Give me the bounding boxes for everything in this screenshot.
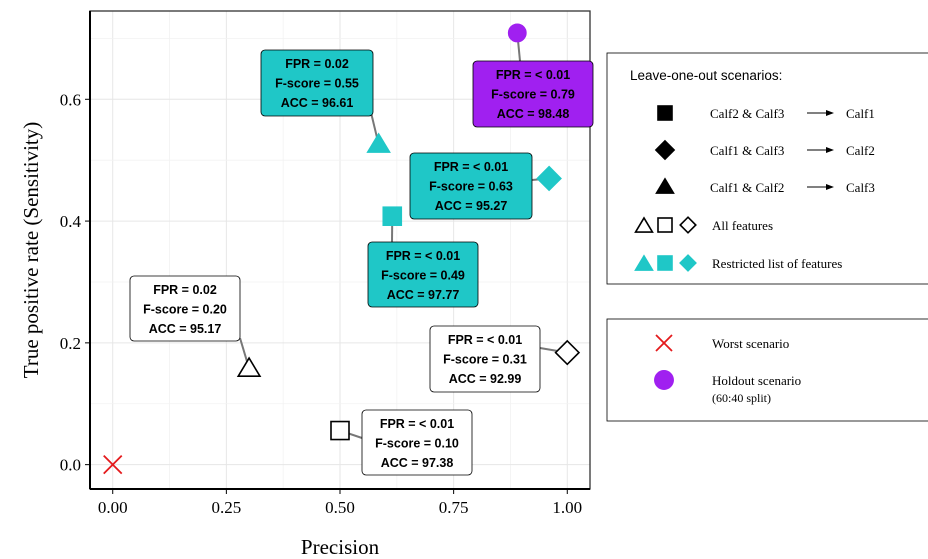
arrow-icon-head: [826, 184, 834, 190]
y-tick-label: 0.6: [60, 90, 81, 109]
label-line: ACC = 97.38: [381, 456, 454, 470]
label-box: [260, 49, 374, 117]
label-line: FPR = < 0.01: [386, 249, 460, 263]
label-line: ACC = 96.61: [281, 96, 354, 110]
legend-other-label: Worst scenario: [712, 336, 789, 351]
label-line: ACC = 95.17: [149, 322, 222, 336]
label-line: F-score = 0.10: [375, 437, 459, 451]
point-worst-stroke: [103, 455, 123, 475]
label-box: [409, 152, 533, 220]
grid: [90, 11, 590, 489]
label-box: [361, 409, 473, 476]
label-line: ACC = 92.99: [449, 372, 522, 386]
legend-feature-triangle: [634, 216, 654, 233]
legend-scenario-to: Calf3: [846, 180, 875, 195]
point-label-rest-calf1: FPR = < 0.01 F-score = 0.49 ACC = 97.77: [367, 241, 479, 308]
label-line: FPR = 0.02: [153, 283, 217, 297]
label-line: ACC = 97.77: [387, 288, 460, 302]
x-tick-label: 0.25: [211, 498, 241, 517]
label-line: F-score = 0.79: [491, 88, 575, 102]
label-line: F-score = 0.63: [429, 180, 513, 194]
legend-title: Leave-one-out scenarios:: [630, 68, 782, 83]
legend-feature-label: All features: [712, 218, 773, 233]
legend-feature-triangle: [634, 254, 654, 271]
legend-scenario-from: Calf1 & Calf3: [710, 143, 784, 158]
label-line: FPR = < 0.01: [380, 417, 454, 431]
legend-feature-label: Restricted list of features: [712, 256, 842, 271]
label-line: FPR = < 0.01: [448, 333, 522, 347]
label-line: F-score = 0.31: [443, 353, 527, 367]
legend-feature-diamond: [679, 216, 697, 234]
arrow-icon-head: [826, 147, 834, 153]
label-box: [472, 60, 594, 128]
label-line: FPR = 0.02: [285, 57, 349, 71]
point-rest-calf2: [536, 165, 562, 192]
legend-other-label: Holdout scenario: [712, 373, 801, 388]
legend-feature-square: [657, 217, 673, 233]
y-tick-label: 0.0: [60, 456, 81, 475]
legend-scenario-to: Calf1: [846, 106, 875, 121]
point-label-all-calf2: FPR = < 0.01 F-score = 0.31 ACC = 92.99: [429, 325, 541, 393]
y-tick-label: 0.2: [60, 334, 81, 353]
point-rest-calf1: [382, 206, 403, 227]
legend-scenarios: Leave-one-out scenarios: Calf2 & Calf3 Cal…: [606, 52, 928, 285]
point-label-all-calf1: FPR = < 0.01 F-score = 0.10 ACC = 97.38: [361, 409, 473, 476]
point-all-calf1: [330, 420, 350, 441]
point-all-calf3: [236, 356, 262, 377]
point-label-holdout: FPR = < 0.01 F-score = 0.79 ACC = 98.48: [472, 60, 594, 128]
arrow-icon-head: [826, 110, 834, 116]
label-line: F-score = 0.49: [381, 269, 465, 283]
legend-scenario-from: Calf2 & Calf3: [710, 106, 784, 121]
legend-other: Worst scenario Holdout scenario (60:40 spl…: [606, 318, 928, 422]
legend-box: [606, 318, 928, 422]
legend-key-square: [657, 105, 673, 121]
point-holdout: [507, 23, 527, 43]
legend-cross-icon: [655, 334, 673, 352]
x-tick-label: 1.00: [552, 498, 582, 517]
point-worst: [103, 455, 123, 475]
label-line: F-score = 0.20: [143, 303, 227, 317]
legend-feature-square: [657, 255, 673, 271]
y-tick-label: 0.4: [60, 212, 82, 231]
legend-key-triangle: [655, 177, 675, 194]
label-line: F-score = 0.55: [275, 77, 359, 91]
legend-box: [606, 52, 928, 285]
legend-scenario-from: Calf1 & Calf2: [710, 180, 784, 195]
point-rest-calf3: [366, 132, 391, 153]
label-line: ACC = 95.27: [435, 199, 508, 213]
legend-cross-icon-stroke: [655, 334, 673, 352]
legend-scenario-to: Calf2: [846, 143, 875, 158]
label-box: [129, 275, 241, 342]
label-box: [367, 241, 479, 308]
x-axis-title: Precision: [301, 535, 380, 559]
point-label-rest-calf3: FPR = 0.02 F-score = 0.55 ACC = 96.61: [260, 49, 374, 117]
x-tick-label: 0.00: [98, 498, 128, 517]
x-tick-label: 0.50: [325, 498, 355, 517]
label-line: ACC = 98.48: [497, 107, 570, 121]
x-tick-label: 0.75: [439, 498, 469, 517]
legend-key-diamond: [654, 139, 676, 161]
point-label-all-calf3: FPR = 0.02 F-score = 0.20 ACC = 95.17: [129, 275, 241, 342]
point-label-rest-calf2: FPR = < 0.01 F-score = 0.63 ACC = 95.27: [409, 152, 533, 220]
y-axis-title: True positive rate (Sensitivity): [19, 122, 43, 378]
label-box: [429, 325, 541, 393]
point-all-calf2: [554, 339, 581, 366]
legend-circle-icon: [654, 370, 674, 390]
legend-feature-diamond: [679, 254, 697, 272]
legend-other-sublabel: (60:40 split): [712, 391, 771, 405]
label-line: FPR = < 0.01: [434, 160, 508, 174]
label-line: FPR = < 0.01: [496, 68, 570, 82]
